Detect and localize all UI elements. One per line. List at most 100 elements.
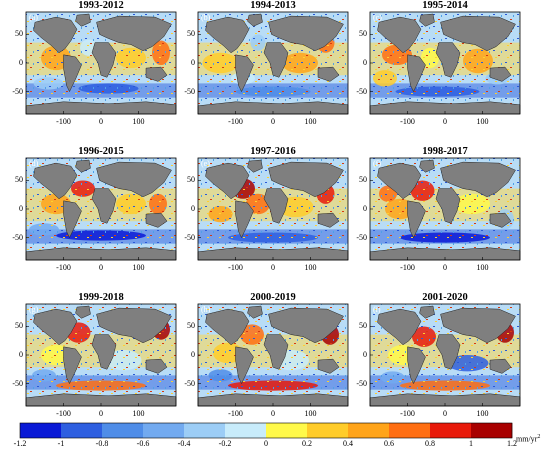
colorbar-frame — [19, 422, 513, 439]
land-mass — [419, 159, 435, 173]
map-panel — [25, 11, 177, 115]
y-tick-label: 50 — [187, 175, 195, 185]
colorbar-tick-label: 1.2 — [507, 439, 517, 448]
panel-title: 1998-2017 — [422, 146, 468, 157]
land-mass — [419, 13, 435, 27]
colorbar-segment — [184, 423, 226, 438]
x-tick-label: -100 — [228, 409, 243, 418]
x-tick-label: 100 — [476, 263, 489, 272]
y-tick-label: -50 — [356, 378, 367, 388]
y-tick-label: 0 — [363, 350, 367, 359]
x-tick-label: -100 — [400, 117, 415, 126]
x-tick-label: -100 — [400, 409, 415, 418]
colorbar-tick-label: -1 — [57, 439, 65, 448]
land-mass — [440, 161, 516, 198]
land-mass — [75, 305, 91, 319]
colorbar — [19, 422, 513, 439]
colorbar-tick-label: 0.4 — [343, 439, 353, 448]
colorbar-tick-label: -0.2 — [218, 439, 232, 448]
colorbar-tick-label: -0.4 — [177, 439, 191, 448]
colorbar-tick-label: 0.8 — [425, 439, 435, 448]
colorbar-segment — [430, 423, 472, 438]
map-panel — [197, 157, 349, 261]
y-tick-label: 0 — [363, 204, 367, 213]
land-mass — [263, 188, 289, 224]
x-tick-label: 100 — [304, 117, 317, 126]
land-mass — [75, 159, 91, 173]
y-tick-label: -50 — [184, 378, 195, 388]
x-tick-label: 0 — [271, 117, 275, 126]
colorbar-tick-label: 0.2 — [302, 439, 312, 448]
y-tick-label: 50 — [359, 321, 367, 331]
x-tick-label: 100 — [476, 409, 489, 418]
colorbar-tick-label: -1.2 — [13, 439, 27, 448]
land-mass — [96, 161, 172, 198]
colorbar-segment — [102, 423, 144, 438]
land-mass — [377, 308, 422, 346]
land-mass — [205, 16, 250, 54]
x-tick-label: 0 — [99, 263, 103, 272]
panel-title: 2001-2020 — [422, 292, 468, 303]
panel-letter: (g) — [29, 305, 39, 314]
colorbar-segment — [348, 423, 390, 438]
y-tick-label: 0 — [19, 58, 23, 67]
map-panel — [25, 157, 177, 261]
land-mass — [235, 54, 254, 93]
x-tick-label: 100 — [476, 117, 489, 126]
unit-text: mm/yr — [516, 434, 538, 444]
colorbar-segment — [20, 423, 62, 438]
map-panel — [369, 157, 521, 261]
land-mass — [317, 212, 340, 228]
colorbar-segment — [307, 423, 349, 438]
land-mass — [435, 188, 461, 224]
panel-title: 1997-2016 — [250, 146, 296, 157]
land-mass — [435, 334, 461, 370]
y-tick-label: 0 — [191, 350, 195, 359]
map-panel — [25, 303, 177, 407]
panel-letter: (f) — [373, 159, 381, 168]
y-tick-label: 0 — [19, 350, 23, 359]
land-mass — [235, 200, 254, 239]
colorbar-segment — [61, 423, 103, 438]
colorbar-segment — [266, 423, 308, 438]
x-tick-label: 0 — [443, 263, 447, 272]
y-tick-label: 0 — [191, 58, 195, 67]
map-panel — [197, 303, 349, 407]
land-mass — [247, 159, 263, 173]
panel-title: 1999-2018 — [78, 292, 124, 303]
colorbar-tick-label: 0.6 — [384, 439, 394, 448]
land-mass — [63, 54, 82, 93]
x-tick-label: -100 — [56, 117, 71, 126]
land-mass — [263, 42, 289, 78]
land-mass — [268, 161, 344, 198]
x-tick-label: 0 — [271, 409, 275, 418]
land-mass — [96, 15, 172, 52]
y-tick-label: 50 — [359, 175, 367, 185]
land-mass — [33, 308, 78, 346]
land-mass — [489, 358, 512, 374]
y-tick-label: -50 — [356, 232, 367, 242]
y-tick-label: 50 — [15, 29, 23, 39]
land-mass — [268, 15, 344, 52]
colorbar-tick-label: -0.6 — [136, 439, 150, 448]
colorbar-segment — [225, 423, 267, 438]
x-tick-label: 100 — [304, 409, 317, 418]
land-mass — [91, 188, 117, 224]
land-mass — [247, 305, 263, 319]
y-tick-label: -50 — [12, 378, 23, 388]
y-tick-label: 0 — [191, 204, 195, 213]
land-mass — [489, 66, 512, 82]
land-mass — [145, 358, 168, 374]
x-tick-label: 0 — [443, 117, 447, 126]
panel-letter: (d) — [29, 159, 39, 168]
land-mass — [407, 346, 426, 385]
x-tick-label: 100 — [132, 263, 145, 272]
colorbar-segment — [471, 423, 513, 438]
land-mass — [489, 212, 512, 228]
colorbar-unit: mm/yr2 — [516, 434, 540, 444]
land-mass — [63, 346, 82, 385]
y-tick-label: -50 — [12, 232, 23, 242]
x-tick-label: -100 — [228, 263, 243, 272]
x-tick-label: 0 — [99, 117, 103, 126]
